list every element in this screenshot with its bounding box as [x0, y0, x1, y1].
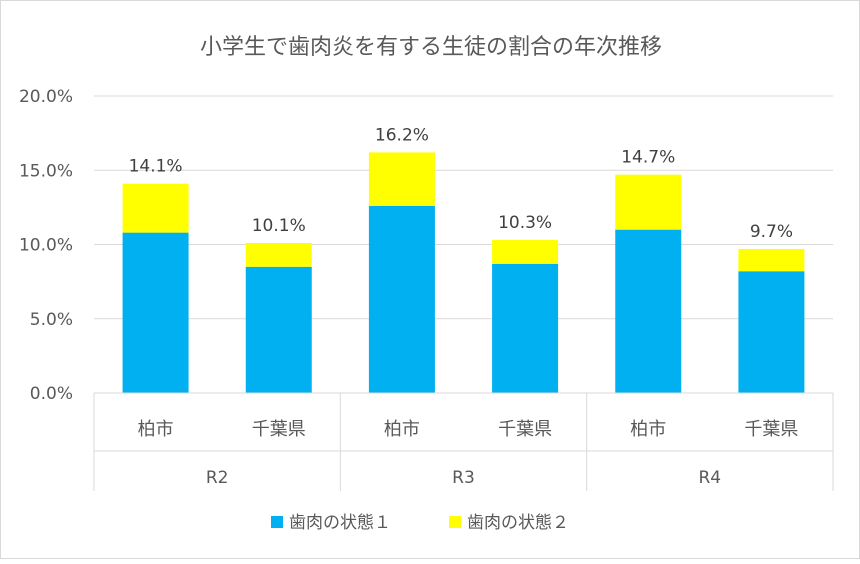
y-tick-label: 15.0% [19, 161, 73, 181]
y-tick-label: 5.0% [30, 310, 73, 330]
data-label: 10.3% [498, 213, 552, 233]
x-group-label: R4 [699, 468, 722, 488]
bar-1 [492, 263, 559, 393]
bar-2 [368, 152, 435, 206]
x-category-label: 柏市 [384, 419, 420, 440]
data-label: 14.7% [621, 148, 675, 168]
bar-1 [738, 271, 805, 393]
bar-1 [122, 232, 189, 393]
x-category-label: 千葉県 [252, 419, 306, 440]
y-tick-label: 20.0% [19, 87, 73, 107]
bar-2 [245, 243, 312, 267]
legend-layer: 歯肉の状態１ 歯肉の状態２ [271, 513, 569, 533]
grid-layer [94, 95, 833, 320]
bar-2 [615, 174, 682, 230]
axis-layer: R2 R3 R4 [93, 392, 834, 491]
legend-swatch [271, 516, 283, 528]
x-group-label: R2 [206, 468, 229, 488]
bar-1 [245, 266, 312, 393]
bar-1 [368, 205, 435, 393]
y-tick-label: 10.0% [19, 236, 73, 256]
legend-label: 歯肉の状態１ [289, 513, 391, 533]
legend-label: 歯肉の状態２ [467, 513, 569, 533]
data-label: 10.1% [252, 216, 306, 236]
data-label: 14.1% [129, 157, 183, 177]
data-label: 9.7% [750, 222, 793, 242]
x-category-label: 千葉県 [498, 419, 552, 440]
data-label: 16.2% [375, 125, 429, 145]
chart-title: 小学生で歯肉炎を有する生徒の割合の年次推移 [200, 35, 662, 60]
bar-2 [492, 240, 559, 264]
bar-1 [615, 229, 682, 393]
bar-2 [122, 183, 189, 233]
x-group-label: R3 [452, 468, 475, 488]
ytick-layer: 0.0% 5.0% 10.0% 15.0% 20.0% [19, 87, 73, 404]
bar-2 [738, 248, 805, 272]
x-category-label: 柏市 [630, 419, 666, 440]
x-category-label: 柏市 [138, 419, 174, 440]
bar-layer [122, 152, 805, 393]
label-layer: 14.1% 柏市 10.1% 千葉県 16.2% 柏市 10.3% 千葉県 14.7% 柏市 9.7… [129, 125, 799, 440]
legend-swatch [449, 516, 461, 528]
x-category-label: 千葉県 [744, 419, 798, 440]
y-tick-label: 0.0% [30, 384, 73, 404]
